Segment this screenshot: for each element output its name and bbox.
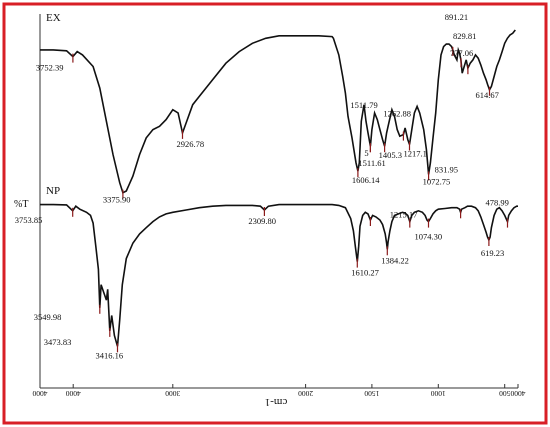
peak-label: 3375.90 bbox=[103, 195, 131, 205]
x-tick-label: 4000 bbox=[65, 389, 80, 398]
peak-label: 3549.98 bbox=[34, 312, 62, 322]
peak-label: 2309.80 bbox=[248, 216, 276, 226]
y-axis-label: %T bbox=[14, 199, 28, 210]
ex-spectrum-line bbox=[40, 29, 516, 194]
x-tick-label: 500 bbox=[499, 389, 511, 398]
x-tick-label: 2000 bbox=[298, 389, 313, 398]
peak-label: 829.81 bbox=[453, 31, 476, 41]
peak-label: 3416.16 bbox=[96, 350, 124, 360]
peak-label: 1511.61 bbox=[358, 158, 385, 168]
peak-label: 1215.17 bbox=[390, 210, 418, 220]
peak-label: 831.95 bbox=[435, 164, 458, 174]
peak-label: 3753.85 bbox=[15, 215, 43, 225]
peak-label: 1511.79 bbox=[350, 100, 377, 110]
x-tick-label: 1500 bbox=[364, 389, 379, 398]
peak-label: 1405.3 bbox=[379, 150, 402, 160]
x-tick-label: 4000 bbox=[32, 389, 47, 398]
ex-panel-title: EX bbox=[46, 12, 61, 24]
ex-plot: 3752.39 3375.90 2926.78 1606.14 1511.79 5 1405… bbox=[36, 12, 516, 205]
x-tick-label: 4000 bbox=[510, 389, 525, 398]
np-panel-title: NP bbox=[46, 185, 60, 197]
peak-label: 1217.1 bbox=[404, 149, 427, 159]
peak-label: 3473.83 bbox=[44, 337, 72, 347]
x-axis-label: cm-1 bbox=[265, 396, 288, 408]
x-tick-label: 1000 bbox=[431, 389, 446, 398]
peak-label: 478.99 bbox=[486, 198, 509, 208]
peak-label: 1072.75 bbox=[423, 176, 451, 186]
peak-label: 5 bbox=[364, 148, 368, 158]
x-axis-ticks: 4000 4000 3000 2000 1500 1000 500 4000 bbox=[32, 384, 526, 398]
peak-label: 891.21 bbox=[445, 12, 468, 22]
peak-label: 614.67 bbox=[476, 90, 499, 100]
np-plot: 3753.85 3549.98 3473.83 3416.16 2309.80 1610.… bbox=[15, 158, 518, 360]
x-tick-label: 3000 bbox=[165, 389, 180, 398]
peak-label: 2926.78 bbox=[177, 139, 205, 149]
peak-label: 3752.39 bbox=[36, 63, 64, 73]
np-spectrum-line bbox=[40, 203, 518, 347]
peak-label: 777.06 bbox=[450, 48, 473, 58]
peak-label: 1074.30 bbox=[415, 232, 443, 242]
peak-label: 1610.27 bbox=[351, 268, 379, 278]
peak-label: 1384.22 bbox=[381, 255, 409, 265]
peak-label: 1606.14 bbox=[352, 175, 380, 185]
peak-label: 619.23 bbox=[481, 248, 504, 258]
peak-label: 1262.88 bbox=[383, 109, 411, 119]
